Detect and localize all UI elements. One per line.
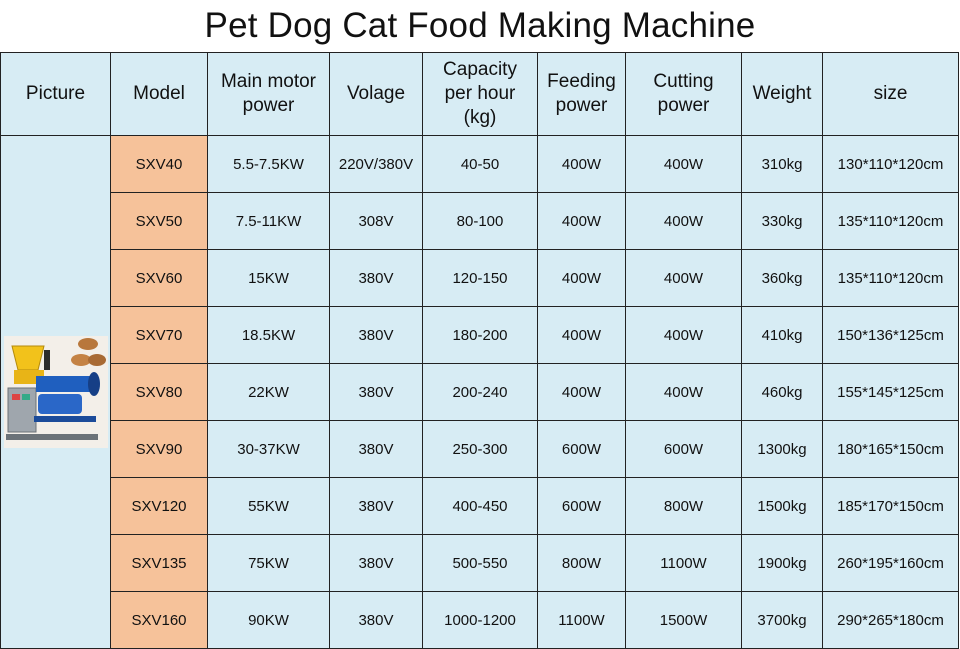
feeding-cell: 400W: [537, 192, 626, 250]
capacity-cell: 200-240: [422, 363, 538, 421]
capacity-cell: 1000-1200: [422, 591, 538, 649]
table-row: SXV90 30-37KW 380V 250-300 600W 600W 130…: [1, 420, 959, 478]
capacity-cell: 500-550: [422, 534, 538, 592]
feeding-cell: 1100W: [537, 591, 626, 649]
motor-cell: 75KW: [207, 534, 330, 592]
cutting-cell: 800W: [625, 477, 742, 535]
size-cell: 135*110*120cm: [822, 249, 959, 307]
size-cell: 290*265*180cm: [822, 591, 959, 649]
model-cell: SXV90: [110, 420, 208, 478]
motor-cell: 7.5-11KW: [207, 192, 330, 250]
header-capacity: Capacity per hour (kg): [422, 52, 538, 136]
motor-cell: 22KW: [207, 363, 330, 421]
motor-cell: 5.5-7.5KW: [207, 135, 330, 193]
header-picture: Picture: [0, 52, 111, 136]
weight-cell: 460kg: [741, 363, 823, 421]
capacity-cell: 80-100: [422, 192, 538, 250]
model-cell: SXV135: [110, 534, 208, 592]
model-cell: SXV50: [110, 192, 208, 250]
cutting-cell: 1100W: [625, 534, 742, 592]
feeding-cell: 400W: [537, 249, 626, 307]
voltage-cell: 380V: [329, 306, 423, 364]
cutting-cell: 400W: [625, 363, 742, 421]
motor-cell: 30-37KW: [207, 420, 330, 478]
weight-cell: 330kg: [741, 192, 823, 250]
size-cell: 150*136*125cm: [822, 306, 959, 364]
cutting-cell: 1500W: [625, 591, 742, 649]
cutting-cell: 400W: [625, 306, 742, 364]
motor-cell: 55KW: [207, 477, 330, 535]
voltage-cell: 308V: [329, 192, 423, 250]
feeding-cell: 600W: [537, 477, 626, 535]
model-cell: SXV80: [110, 363, 208, 421]
voltage-cell: 380V: [329, 363, 423, 421]
size-cell: 185*170*150cm: [822, 477, 959, 535]
motor-cell: 90KW: [207, 591, 330, 649]
table-row: SXV120 55KW 380V 400-450 600W 800W 1500k…: [1, 477, 959, 535]
voltage-cell: 380V: [329, 420, 423, 478]
table-row: SXV50 7.5-11KW 308V 80-100 400W 400W 330…: [1, 192, 959, 250]
size-cell: 180*165*150cm: [822, 420, 959, 478]
feeding-cell: 400W: [537, 135, 626, 193]
header-weight: Weight: [741, 52, 823, 136]
header-voltage: Volage: [329, 52, 423, 136]
voltage-cell: 220V/380V: [329, 135, 423, 193]
header-row: Picture Model Main motor power Volage Cap…: [0, 52, 959, 136]
voltage-cell: 380V: [329, 477, 423, 535]
feeding-cell: 800W: [537, 534, 626, 592]
table-row: SXV160 90KW 380V 1000-1200 1100W 1500W 3…: [1, 591, 959, 649]
motor-cell: 18.5KW: [207, 306, 330, 364]
table-row: SXV60 15KW 380V 120-150 400W 400W 360kg …: [1, 249, 959, 307]
header-feeding-power: Feeding power: [537, 52, 626, 136]
capacity-cell: 40-50: [422, 135, 538, 193]
weight-cell: 1300kg: [741, 420, 823, 478]
page-title: Pet Dog Cat Food Making Machine: [204, 6, 756, 45]
cutting-cell: 400W: [625, 135, 742, 193]
voltage-cell: 380V: [329, 591, 423, 649]
voltage-cell: 380V: [329, 249, 423, 307]
cutting-cell: 600W: [625, 420, 742, 478]
feeding-cell: 400W: [537, 306, 626, 364]
size-cell: 135*110*120cm: [822, 192, 959, 250]
machine-picture-cell: [0, 135, 111, 649]
model-cell: SXV60: [110, 249, 208, 307]
capacity-cell: 250-300: [422, 420, 538, 478]
extruder-machine-image: [3, 336, 108, 448]
size-cell: 260*195*160cm: [822, 534, 959, 592]
cutting-cell: 400W: [625, 249, 742, 307]
weight-cell: 1900kg: [741, 534, 823, 592]
header-size: size: [822, 52, 959, 136]
capacity-cell: 120-150: [422, 249, 538, 307]
model-cell: SXV120: [110, 477, 208, 535]
capacity-cell: 180-200: [422, 306, 538, 364]
cutting-cell: 400W: [625, 192, 742, 250]
header-cutting-power: Cutting power: [625, 52, 742, 136]
weight-cell: 410kg: [741, 306, 823, 364]
table-row: SXV40 5.5-7.5KW 220V/380V 40-50 400W 400…: [0, 135, 959, 649]
header-model: Model: [110, 52, 208, 136]
size-cell: 155*145*125cm: [822, 363, 959, 421]
model-cell: SXV70: [110, 306, 208, 364]
motor-cell: 15KW: [207, 249, 330, 307]
table-row: SXV80 22KW 380V 200-240 400W 400W 460kg …: [1, 363, 959, 421]
spec-table: Picture Model Main motor power Volage Cap…: [0, 52, 959, 649]
table-row: SXV70 18.5KW 380V 180-200 400W 400W 410k…: [1, 306, 959, 364]
weight-cell: 3700kg: [741, 591, 823, 649]
voltage-cell: 380V: [329, 534, 423, 592]
feeding-cell: 400W: [537, 363, 626, 421]
weight-cell: 1500kg: [741, 477, 823, 535]
size-cell: 130*110*120cm: [822, 135, 959, 193]
table-row: SXV135 75KW 380V 500-550 800W 1100W 1900…: [1, 534, 959, 592]
weight-cell: 310kg: [741, 135, 823, 193]
header-main-motor-power: Main motor power: [207, 52, 330, 136]
capacity-cell: 400-450: [422, 477, 538, 535]
feeding-cell: 600W: [537, 420, 626, 478]
weight-cell: 360kg: [741, 249, 823, 307]
model-cell: SXV40: [110, 135, 208, 193]
model-cell: SXV160: [110, 591, 208, 649]
